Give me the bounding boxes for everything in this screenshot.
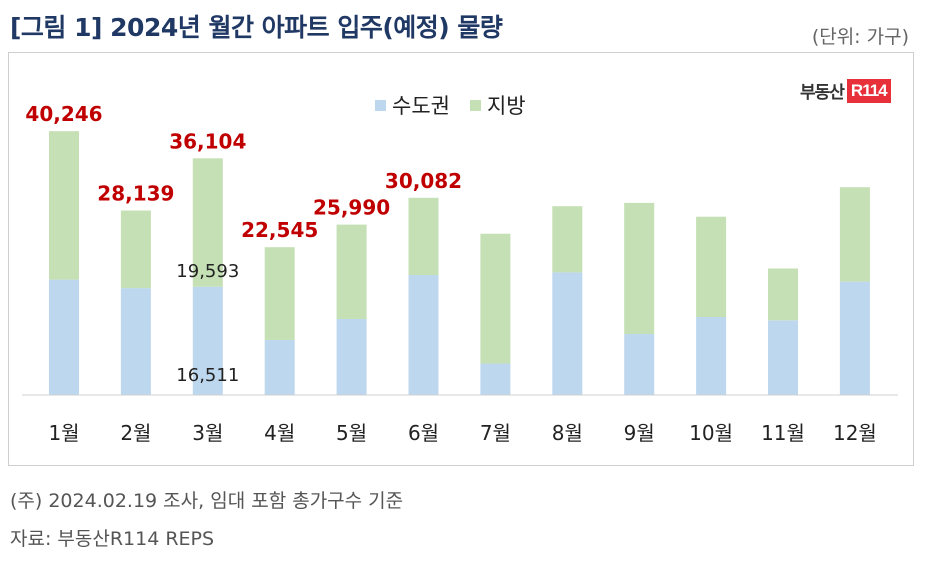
legend-label-local: 지방	[486, 94, 526, 118]
bar-local-9	[624, 202, 655, 335]
bar-capital-9	[624, 334, 655, 395]
bar-capital-4	[264, 339, 295, 395]
chart-title: [그림 1] 2024년 월간 아파트 입주(예정) 물량	[10, 13, 503, 42]
bar-capital-3	[192, 286, 223, 395]
x-tick-label-1: 1월	[48, 421, 79, 445]
x-tick-label-10: 10월	[689, 421, 733, 445]
total-label-4: 22,545	[241, 218, 318, 242]
bars-group	[49, 131, 870, 395]
bar-local-12	[839, 187, 870, 282]
bar-capital-12	[839, 281, 870, 395]
footnote-survey: (주) 2024.02.19 조사, 임대 포함 총가구수 기준	[10, 490, 404, 512]
bar-capital-6	[408, 275, 439, 395]
legend: 수도권 지방	[375, 90, 526, 120]
footnote-source: 자료: 부동산R114 REPS	[10, 528, 215, 550]
bar-local-3	[192, 158, 223, 287]
logo-text: 부동산	[800, 83, 845, 103]
legend-item-local: 지방	[469, 90, 526, 120]
x-tick-label-6: 6월	[408, 421, 439, 445]
bar-local-6	[408, 197, 439, 276]
legend-item-capital: 수도권	[375, 90, 450, 120]
legend-swatch-local	[469, 99, 481, 111]
bar-capital-2	[120, 288, 151, 395]
segment-label-2: 16,511	[176, 365, 239, 386]
bar-local-4	[264, 247, 295, 340]
bar-local-1	[49, 131, 79, 280]
bar-local-7	[480, 233, 511, 364]
bar-local-5	[336, 224, 367, 319]
total-label-3: 36,104	[169, 129, 246, 153]
bar-capital-8	[552, 272, 583, 395]
x-tick-label-12: 12월	[833, 421, 877, 445]
segment-label-1: 19,593	[176, 261, 239, 282]
chart-area	[8, 52, 914, 466]
legend-label-capital: 수도권	[392, 94, 450, 118]
x-tick-labels: 1월 2월 3월 4월 5월 6월 7월 8월 9월 10월 11월 12월	[48, 421, 876, 445]
x-tick-label-5: 5월	[336, 421, 367, 445]
total-label-5: 25,990	[313, 196, 390, 220]
x-tick-label-7: 7월	[480, 421, 511, 445]
legend-swatch-capital	[375, 99, 386, 111]
r114-logo: 부동산 R114	[800, 78, 891, 103]
x-tick-label-3: 3월	[192, 421, 223, 445]
bar-capital-11	[768, 320, 798, 395]
bar-capital-5	[336, 318, 367, 395]
bar-local-2	[120, 210, 151, 289]
bar-local-10	[696, 216, 727, 317]
total-label-1: 40,246	[25, 102, 102, 126]
bar-capital-7	[480, 363, 511, 395]
logo-mark: R114	[846, 78, 891, 103]
bar-capital-1	[49, 279, 79, 395]
x-tick-label-2: 2월	[120, 421, 151, 445]
total-label-2: 28,139	[97, 182, 174, 206]
unit-label: (단위: 가구)	[811, 26, 909, 48]
x-tick-label-11: 11월	[761, 421, 805, 445]
bar-capital-10	[696, 316, 727, 395]
bar-local-11	[768, 268, 798, 321]
x-tick-label-8: 8월	[552, 421, 583, 445]
total-label-6: 30,082	[385, 169, 462, 193]
x-tick-label-4: 4월	[264, 421, 295, 445]
x-tick-label-9: 9월	[624, 421, 655, 445]
bar-local-8	[552, 206, 583, 273]
